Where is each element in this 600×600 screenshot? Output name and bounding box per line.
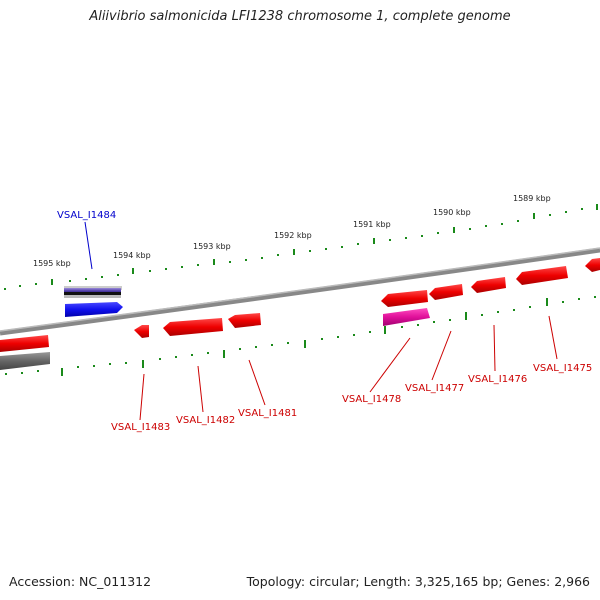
gene-arrow-right-partial: [585, 258, 600, 272]
gene-label: VSAL_I1481: [238, 408, 297, 419]
gene-feature-black: [64, 292, 121, 295]
gene-label: VSAL_I1484: [57, 210, 116, 221]
gene-label: VSAL_I1482: [176, 415, 235, 426]
gene-feature-gray-lower: [64, 295, 121, 298]
chromosome-backbone: [0, 247, 600, 336]
gene-label: VSAL_I1478: [342, 394, 401, 405]
gene-feature-gray-left: [0, 352, 50, 370]
leader-VSAL_I1484: [84, 221, 93, 270]
gene-arrow-VSAL_I1476: [471, 277, 506, 293]
map-title: Aliivibrio salmonicida LFI1238 chromosom…: [89, 9, 511, 24]
reverse-strand-genes: [0, 258, 600, 370]
gene-arrow-VSAL_I1475: [516, 266, 568, 285]
scale-label: 1594 kbp: [113, 251, 151, 260]
scale-label: 1589 kbp: [513, 194, 551, 203]
inner-scale-ruler: [5, 296, 596, 376]
gene-label: VSAL_I1477: [405, 383, 464, 394]
forward-strand-genes: [64, 286, 123, 317]
gene-arrow-VSAL_I1484: [65, 302, 123, 317]
genome-summary-text: Topology: circular; Length: 3,325,165 bp…: [246, 574, 590, 589]
chromosome-backbone-highlight: [0, 247, 600, 332]
gene-arrow-VSAL_I1478: [383, 308, 430, 326]
gene-label: VSAL_I1475: [533, 363, 592, 374]
leader-VSAL_I1476: [493, 324, 496, 372]
gene-arrow-left-partial: [0, 335, 49, 352]
leader-VSAL_I1475: [548, 315, 558, 360]
leader-VSAL_I1477: [431, 330, 452, 381]
leader-VSAL_I1478: [369, 337, 411, 393]
accession-text: Accession: NC_011312: [9, 574, 152, 589]
scale-label: 1592 kbp: [274, 231, 312, 240]
gene-arrow-VSAL_I1481: [228, 313, 261, 328]
gene-label: VSAL_I1483: [111, 422, 170, 433]
scale-label: 1591 kbp: [353, 220, 391, 229]
gene-arrow-VSAL_I1483: [134, 325, 149, 338]
scale-label: 1590 kbp: [433, 208, 471, 217]
gene-arrow-VSAL_I1477: [429, 284, 463, 300]
gene-feature-purple: [64, 288, 121, 293]
label-leader-lines: [84, 221, 558, 421]
leader-VSAL_I1481: [248, 359, 266, 406]
scale-label: 1595 kbp: [33, 259, 71, 268]
gene-label: VSAL_I1476: [468, 374, 527, 385]
scale-labels: 1595 kbp 1594 kbp 1593 kbp 1592 kbp 1591…: [33, 194, 551, 268]
leader-VSAL_I1482: [197, 365, 204, 413]
scale-label: 1593 kbp: [193, 242, 231, 251]
gene-labels: VSAL_I1484 VSAL_I1483 VSAL_I1482 VSAL_I1…: [57, 210, 592, 433]
gene-arrow-VSAL_I1482: [163, 318, 223, 336]
outer-scale-ruler: [4, 204, 598, 290]
leader-VSAL_I1483: [139, 373, 145, 421]
gene-arrow-VSAL_I1478-upper: [381, 290, 428, 307]
